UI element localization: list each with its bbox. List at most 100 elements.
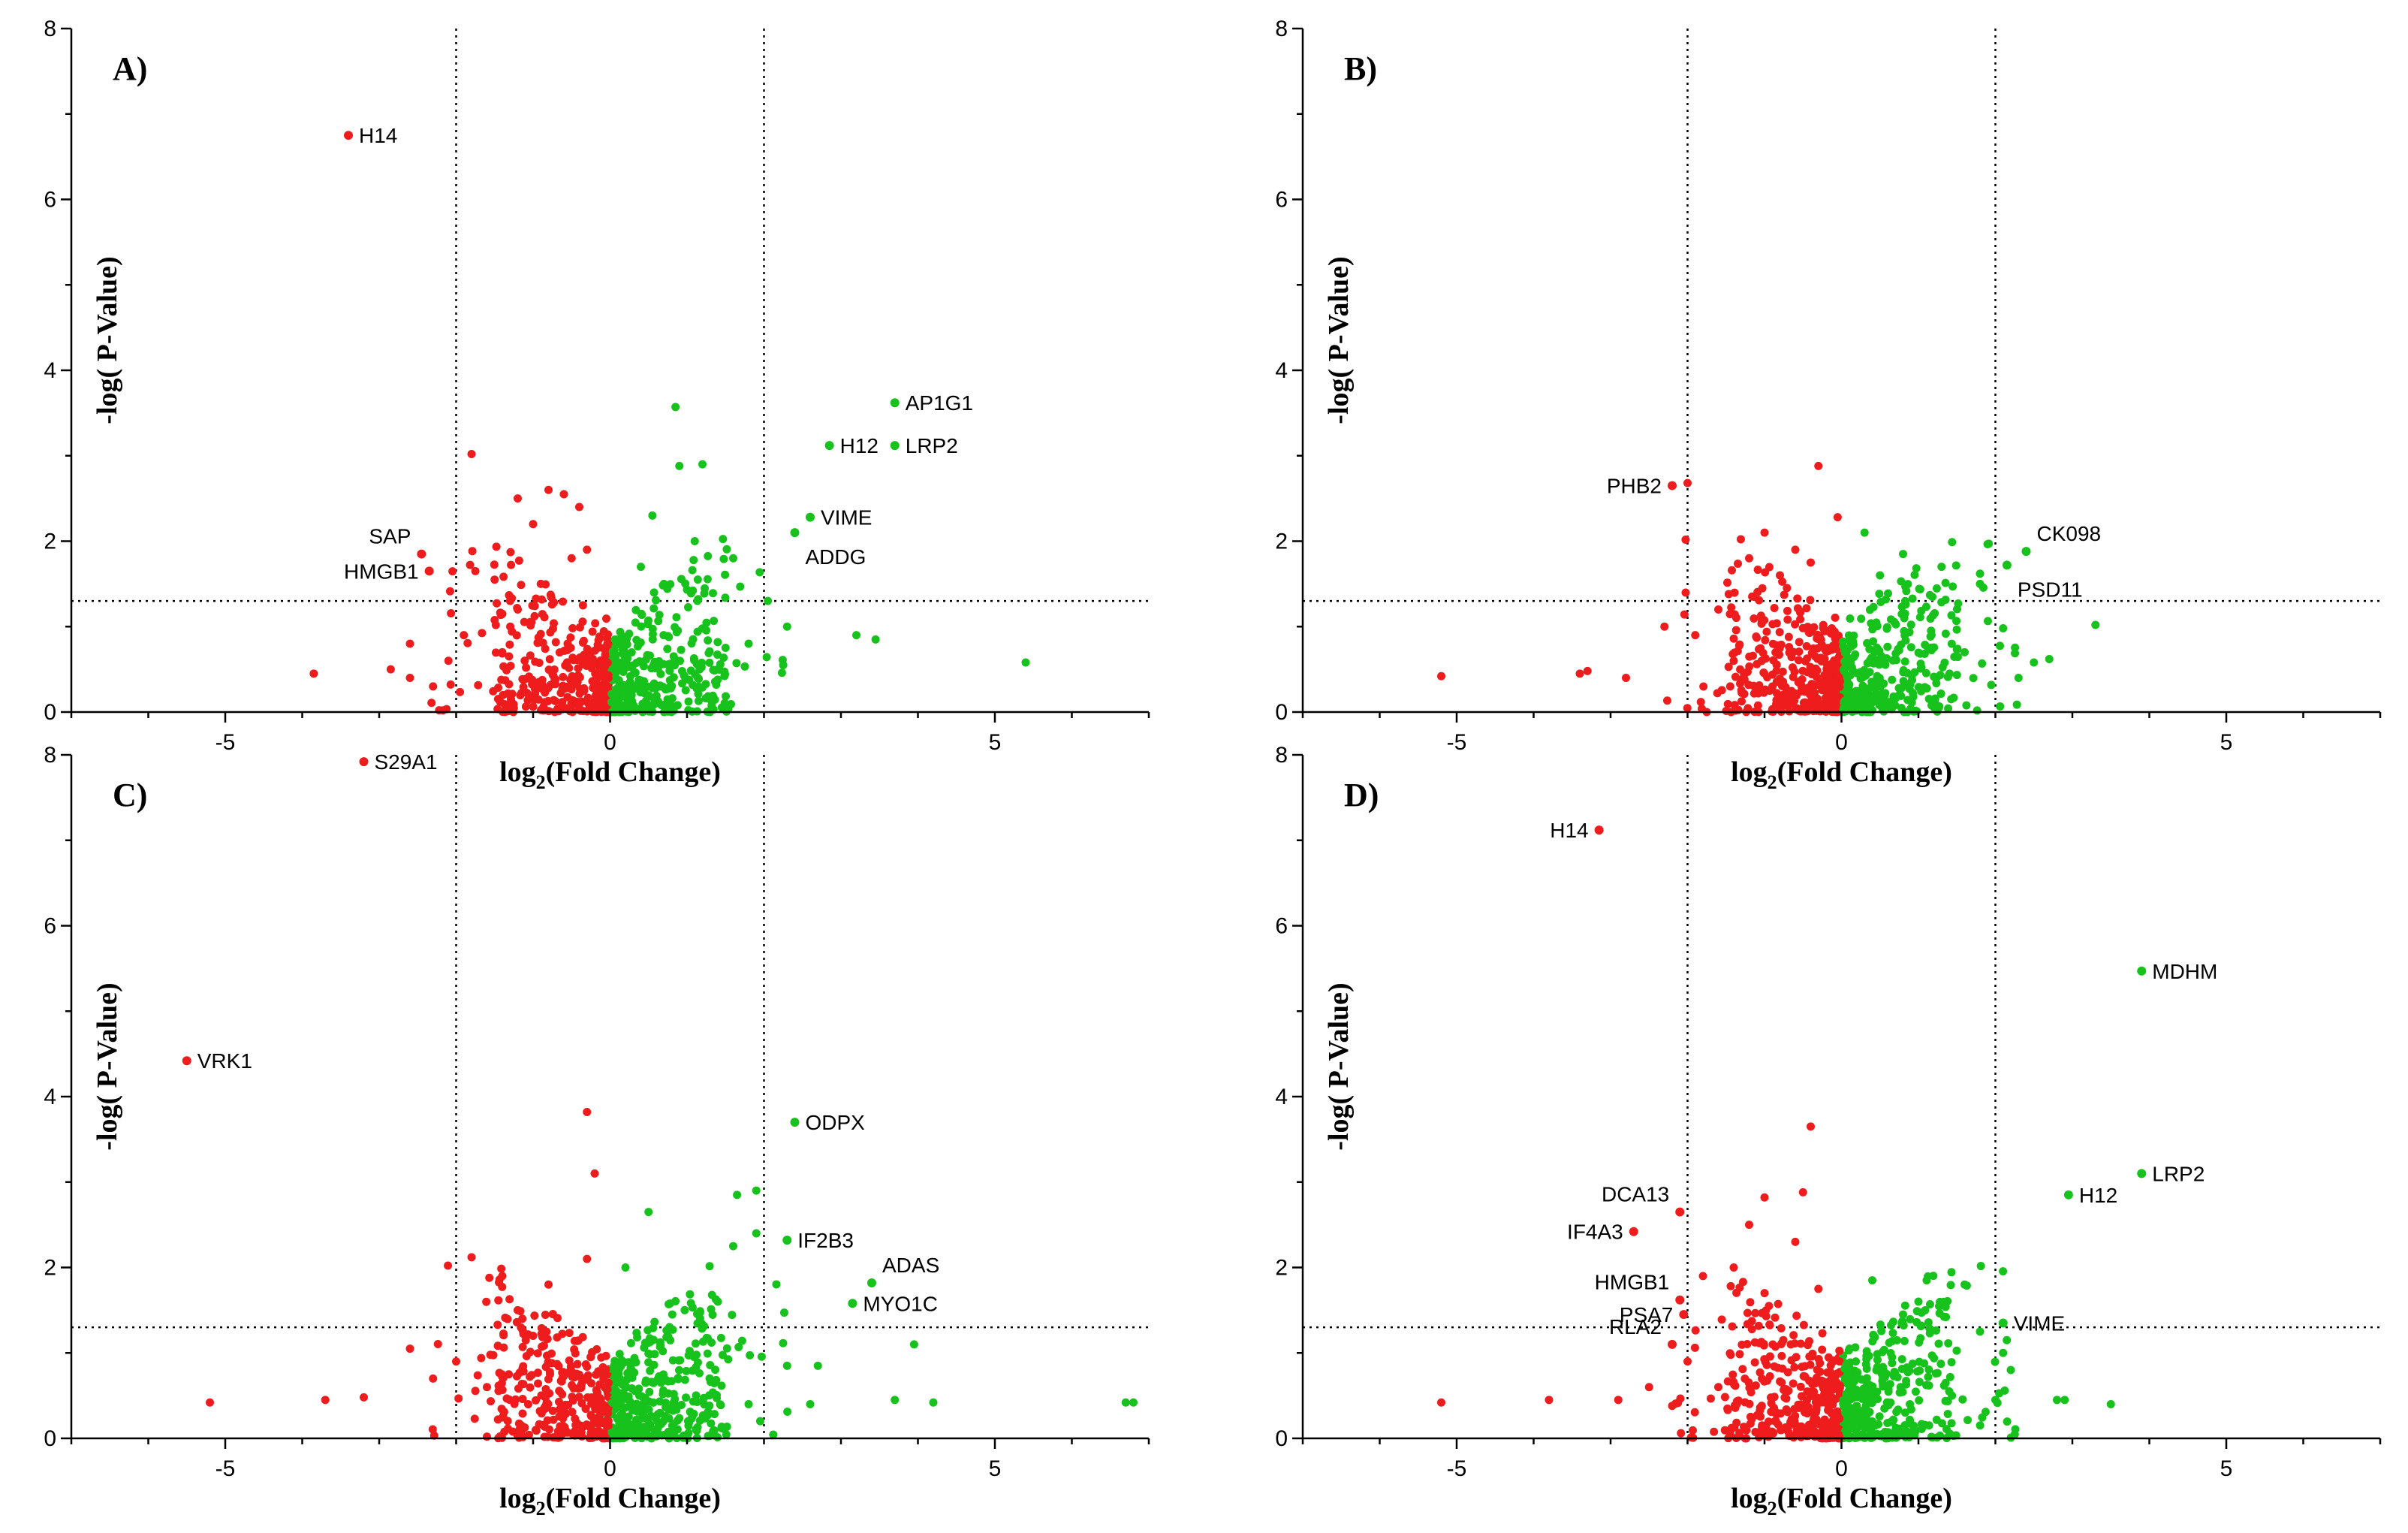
down-point <box>583 1107 592 1116</box>
up-point <box>644 691 653 700</box>
point-label: LRP2 <box>2152 1162 2205 1185</box>
down-point <box>1783 606 1792 615</box>
up-point <box>644 1349 653 1358</box>
down-point <box>574 671 583 680</box>
down-point <box>1813 666 1822 675</box>
up-point <box>616 683 625 692</box>
up-point <box>1860 528 1869 537</box>
up-point <box>686 589 695 598</box>
down-point <box>1822 692 1831 701</box>
up-point <box>764 596 773 605</box>
x-tick-label: -5 <box>1447 730 1467 755</box>
x-axis-title-subscript: 2 <box>1768 771 1777 793</box>
x-tick-label: 5 <box>2220 1456 2233 1481</box>
up-point <box>1845 1422 1854 1431</box>
down-point <box>1751 1428 1760 1437</box>
up-point <box>1899 677 1908 686</box>
point-label: MYO1C <box>863 1292 938 1315</box>
x-tick-label: 0 <box>604 1456 616 1481</box>
down-point <box>1758 584 1767 593</box>
down-point <box>1813 1366 1822 1375</box>
up-point <box>1861 1359 1870 1369</box>
up-point <box>1856 668 1865 677</box>
up-point <box>1917 1308 1926 1317</box>
up-point <box>1876 1320 1885 1329</box>
labeled-point <box>2063 1190 2073 1200</box>
up-point <box>1947 1419 1956 1428</box>
up-point <box>665 1299 674 1308</box>
up-point <box>1882 624 1891 633</box>
point-label: ADDG <box>806 545 866 569</box>
down-point <box>577 1399 586 1408</box>
down-point <box>1772 689 1781 698</box>
up-point <box>755 1417 764 1426</box>
down-point <box>582 1420 591 1429</box>
up-point <box>1916 1322 1925 1331</box>
up-point <box>2003 1417 2012 1426</box>
up-point <box>1946 1281 1955 1290</box>
up-point <box>1936 690 1945 699</box>
down-point <box>444 656 453 665</box>
down-point <box>546 1370 555 1379</box>
down-point <box>548 1310 557 1319</box>
down-point <box>560 683 569 692</box>
down-point <box>1835 1357 1844 1366</box>
down-point <box>598 1362 607 1372</box>
down-point <box>1790 1339 1799 1348</box>
down-point <box>1753 701 1762 710</box>
down-point <box>526 1372 535 1381</box>
down-point <box>1818 1345 1827 1354</box>
down-point <box>590 676 599 685</box>
up-point <box>704 551 713 560</box>
down-point <box>1744 680 1753 690</box>
up-point <box>1883 642 1892 651</box>
labeled-point <box>1668 481 1677 490</box>
up-point <box>1999 624 2008 633</box>
up-point <box>662 1403 671 1412</box>
down-point <box>545 655 554 664</box>
down-point <box>1780 590 1789 599</box>
down-point <box>1826 1387 1835 1396</box>
down-point <box>1833 1369 1842 1378</box>
up-point <box>671 623 680 632</box>
up-point <box>700 1321 709 1330</box>
down-point <box>1782 1394 1791 1403</box>
up-point <box>1927 626 1936 635</box>
up-point <box>693 575 702 584</box>
up-point <box>615 1364 624 1373</box>
down-point <box>497 1264 506 1273</box>
down-point <box>511 1395 520 1404</box>
x-axis-title-base: log <box>499 756 536 788</box>
down-point <box>578 617 587 626</box>
panel-letter: C) <box>113 777 147 813</box>
down-point <box>1757 1402 1766 1411</box>
down-point <box>1828 1379 1837 1388</box>
down-point <box>499 1331 508 1340</box>
up-point <box>736 582 745 591</box>
up-point <box>1916 649 1925 658</box>
up-point <box>662 1332 671 1341</box>
up-point <box>613 1393 622 1402</box>
down-point <box>539 1341 548 1350</box>
up-point <box>1969 674 1978 683</box>
up-point <box>1915 1357 1924 1366</box>
up-point <box>1906 1314 1915 1323</box>
down-point <box>559 597 568 606</box>
up-point <box>681 686 690 695</box>
down-point <box>1777 1378 1786 1387</box>
down-point <box>1681 588 1690 597</box>
up-point <box>659 579 668 588</box>
up-point <box>655 1397 665 1406</box>
up-point <box>706 1360 715 1369</box>
up-point <box>641 1376 650 1385</box>
up-point <box>909 1340 918 1349</box>
up-point <box>1129 1398 1138 1407</box>
up-point <box>1917 687 1926 696</box>
up-point <box>1873 1356 1882 1365</box>
down-point <box>1760 668 1769 677</box>
y-tick-label: 0 <box>1275 700 1288 725</box>
down-point <box>557 1377 566 1386</box>
down-point <box>309 669 318 678</box>
down-point <box>494 1296 503 1305</box>
up-point <box>713 675 722 684</box>
